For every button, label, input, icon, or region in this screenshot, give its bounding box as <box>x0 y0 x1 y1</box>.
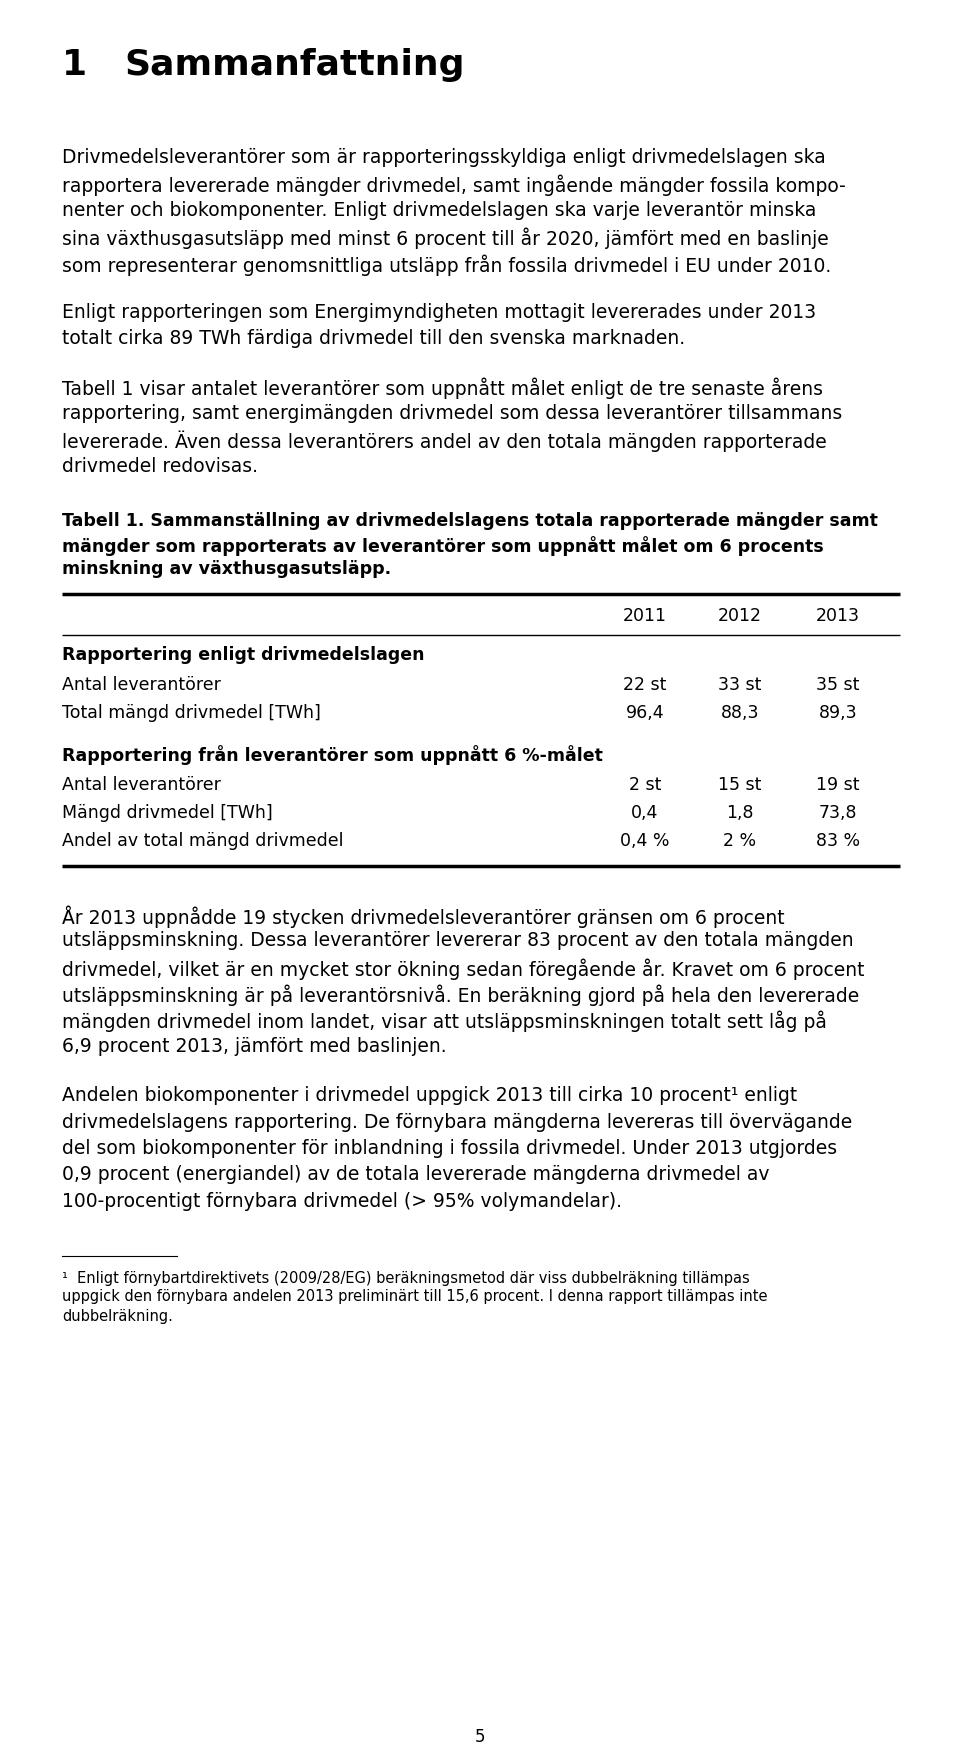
Text: 33 st: 33 st <box>718 676 761 694</box>
Text: 2 %: 2 % <box>724 833 756 850</box>
Text: 5: 5 <box>475 1727 485 1745</box>
Text: 0,4: 0,4 <box>632 803 659 822</box>
Text: 89,3: 89,3 <box>819 705 857 722</box>
Text: Andel av total mängd drivmedel: Andel av total mängd drivmedel <box>62 833 344 850</box>
Text: Mängd drivmedel [TWh]: Mängd drivmedel [TWh] <box>62 803 273 822</box>
Text: 2012: 2012 <box>718 606 762 625</box>
Text: totalt cirka 89 TWh färdiga drivmedel till den svenska marknaden.: totalt cirka 89 TWh färdiga drivmedel ti… <box>62 329 685 348</box>
Text: 0,4 %: 0,4 % <box>620 833 670 850</box>
Text: Antal leverantörer: Antal leverantörer <box>62 775 221 792</box>
Text: mängder som rapporterats av leverantörer som uppnått målet om 6 procents: mängder som rapporterats av leverantörer… <box>62 536 824 555</box>
Text: Antal leverantörer: Antal leverantörer <box>62 676 221 694</box>
Text: År 2013 uppnådde 19 stycken drivmedelsleverantörer gränsen om 6 procent: År 2013 uppnådde 19 stycken drivmedelsle… <box>62 905 784 928</box>
Text: 88,3: 88,3 <box>721 705 759 722</box>
Text: uppgick den förnybara andelen 2013 preliminärt till 15,6 procent. I denna rappor: uppgick den förnybara andelen 2013 preli… <box>62 1290 767 1304</box>
Text: sina växthusgasutsläpp med minst 6 procent till år 2020, jämfört med en baslinje: sina växthusgasutsläpp med minst 6 proce… <box>62 227 828 249</box>
Text: 96,4: 96,4 <box>626 705 664 722</box>
Text: Rapportering enligt drivmedelslagen: Rapportering enligt drivmedelslagen <box>62 645 424 662</box>
Text: 0,9 procent (energiandel) av de totala levererade mängderna drivmedel av: 0,9 procent (energiandel) av de totala l… <box>62 1165 770 1184</box>
Text: som representerar genomsnittliga utsläpp från fossila drivmedel i EU under 2010.: som representerar genomsnittliga utsläpp… <box>62 253 831 276</box>
Text: drivmedel, vilket är en mycket stor ökning sedan föregående år. Kravet om 6 proc: drivmedel, vilket är en mycket stor ökni… <box>62 958 865 979</box>
Text: Sammanfattning: Sammanfattning <box>124 47 465 83</box>
Text: rapportering, samt energimängden drivmedel som dessa leverantörer tillsammans: rapportering, samt energimängden drivmed… <box>62 404 842 423</box>
Text: 2011: 2011 <box>623 606 667 625</box>
Text: 15 st: 15 st <box>718 775 761 792</box>
Text: 2013: 2013 <box>816 606 860 625</box>
Text: Andelen biokomponenter i drivmedel uppgick 2013 till cirka 10 procent¹ enligt: Andelen biokomponenter i drivmedel uppgi… <box>62 1086 797 1105</box>
Text: dubbelräkning.: dubbelräkning. <box>62 1307 173 1323</box>
Text: Tabell 1. Sammanställning av drivmedelslagens totala rapporterade mängder samt: Tabell 1. Sammanställning av drivmedelsl… <box>62 511 877 529</box>
Text: utsläppsminskning. Dessa leverantörer levererar 83 procent av den totala mängden: utsläppsminskning. Dessa leverantörer le… <box>62 931 853 951</box>
Text: Drivmedelsleverantörer som är rapporteringsskyldiga enligt drivmedelslagen ska: Drivmedelsleverantörer som är rapporteri… <box>62 148 826 167</box>
Text: 100-procentigt förnybara drivmedel (> 95% volymandelar).: 100-procentigt förnybara drivmedel (> 95… <box>62 1191 622 1211</box>
Text: Rapportering från leverantörer som uppnått 6 %-målet: Rapportering från leverantörer som uppnå… <box>62 745 603 764</box>
Text: 1: 1 <box>62 47 87 83</box>
Text: 22 st: 22 st <box>623 676 666 694</box>
Text: drivmedel redovisas.: drivmedel redovisas. <box>62 457 258 476</box>
Text: minskning av växthusgasutsläpp.: minskning av växthusgasutsläpp. <box>62 560 391 578</box>
Text: nenter och biokomponenter. Enligt drivmedelslagen ska varje leverantör minska: nenter och biokomponenter. Enligt drivme… <box>62 200 816 220</box>
Text: 73,8: 73,8 <box>819 803 857 822</box>
Text: 35 st: 35 st <box>816 676 860 694</box>
Text: ¹  Enligt förnybartdirektivets (2009/28/EG) beräkningsmetod där viss dubbelräkni: ¹ Enligt förnybartdirektivets (2009/28/E… <box>62 1270 750 1284</box>
Text: 2 st: 2 st <box>629 775 661 792</box>
Text: 6,9 procent 2013, jämfört med baslinjen.: 6,9 procent 2013, jämfört med baslinjen. <box>62 1037 446 1056</box>
Text: del som biokomponenter för inblandning i fossila drivmedel. Under 2013 utgjordes: del som biokomponenter för inblandning i… <box>62 1139 837 1158</box>
Text: mängden drivmedel inom landet, visar att utsläppsminskningen totalt sett låg på: mängden drivmedel inom landet, visar att… <box>62 1010 827 1031</box>
Text: drivmedelslagens rapportering. De förnybara mängderna levereras till övervägande: drivmedelslagens rapportering. De förnyb… <box>62 1112 852 1132</box>
Text: 1,8: 1,8 <box>727 803 754 822</box>
Text: 19 st: 19 st <box>816 775 860 792</box>
Text: Total mängd drivmedel [TWh]: Total mängd drivmedel [TWh] <box>62 705 321 722</box>
Text: Enligt rapporteringen som Energimyndigheten mottagit levererades under 2013: Enligt rapporteringen som Energimyndighe… <box>62 302 816 322</box>
Text: rapportera levererade mängder drivmedel, samt ingående mängder fossila kompo-: rapportera levererade mängder drivmedel,… <box>62 174 846 195</box>
Text: utsläppsminskning är på leverantörsnivå. En beräkning gjord på hela den leverera: utsläppsminskning är på leverantörsnivå.… <box>62 984 859 1005</box>
Text: 83 %: 83 % <box>816 833 860 850</box>
Text: levererade. Även dessa leverantörers andel av den totala mängden rapporterade: levererade. Även dessa leverantörers and… <box>62 430 827 452</box>
Text: Tabell 1 visar antalet leverantörer som uppnått målet enligt de tre senaste åren: Tabell 1 visar antalet leverantörer som … <box>62 378 823 399</box>
